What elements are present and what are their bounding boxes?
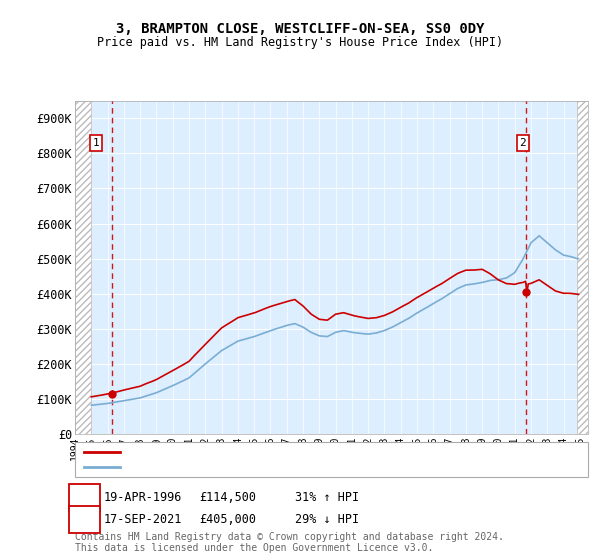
Text: Contains HM Land Registry data © Crown copyright and database right 2024.
This d: Contains HM Land Registry data © Crown c… — [75, 531, 504, 553]
Text: 29% ↓ HPI: 29% ↓ HPI — [295, 512, 359, 526]
Bar — [577, 101, 588, 434]
Text: £405,000: £405,000 — [199, 512, 256, 526]
Text: 3, BRAMPTON CLOSE, WESTCLIFF-ON-SEA, SS0 0DY: 3, BRAMPTON CLOSE, WESTCLIFF-ON-SEA, SS0… — [116, 22, 484, 36]
Bar — [75, 101, 91, 434]
Text: HPI: Average price, detached house, Southend-on-Sea: HPI: Average price, detached house, Sout… — [126, 463, 445, 473]
Text: 17-SEP-2021: 17-SEP-2021 — [103, 512, 182, 526]
Text: 3, BRAMPTON CLOSE, WESTCLIFF-ON-SEA, SS0 0DY (detached house): 3, BRAMPTON CLOSE, WESTCLIFF-ON-SEA, SS0… — [126, 447, 507, 457]
Text: 31% ↑ HPI: 31% ↑ HPI — [295, 491, 359, 504]
Text: 2: 2 — [81, 512, 88, 526]
Text: 19-APR-1996: 19-APR-1996 — [103, 491, 182, 504]
Text: £114,500: £114,500 — [199, 491, 256, 504]
Text: 1: 1 — [93, 138, 100, 148]
Text: 1: 1 — [81, 491, 88, 504]
Text: Price paid vs. HM Land Registry's House Price Index (HPI): Price paid vs. HM Land Registry's House … — [97, 36, 503, 49]
Text: 2: 2 — [520, 138, 526, 148]
